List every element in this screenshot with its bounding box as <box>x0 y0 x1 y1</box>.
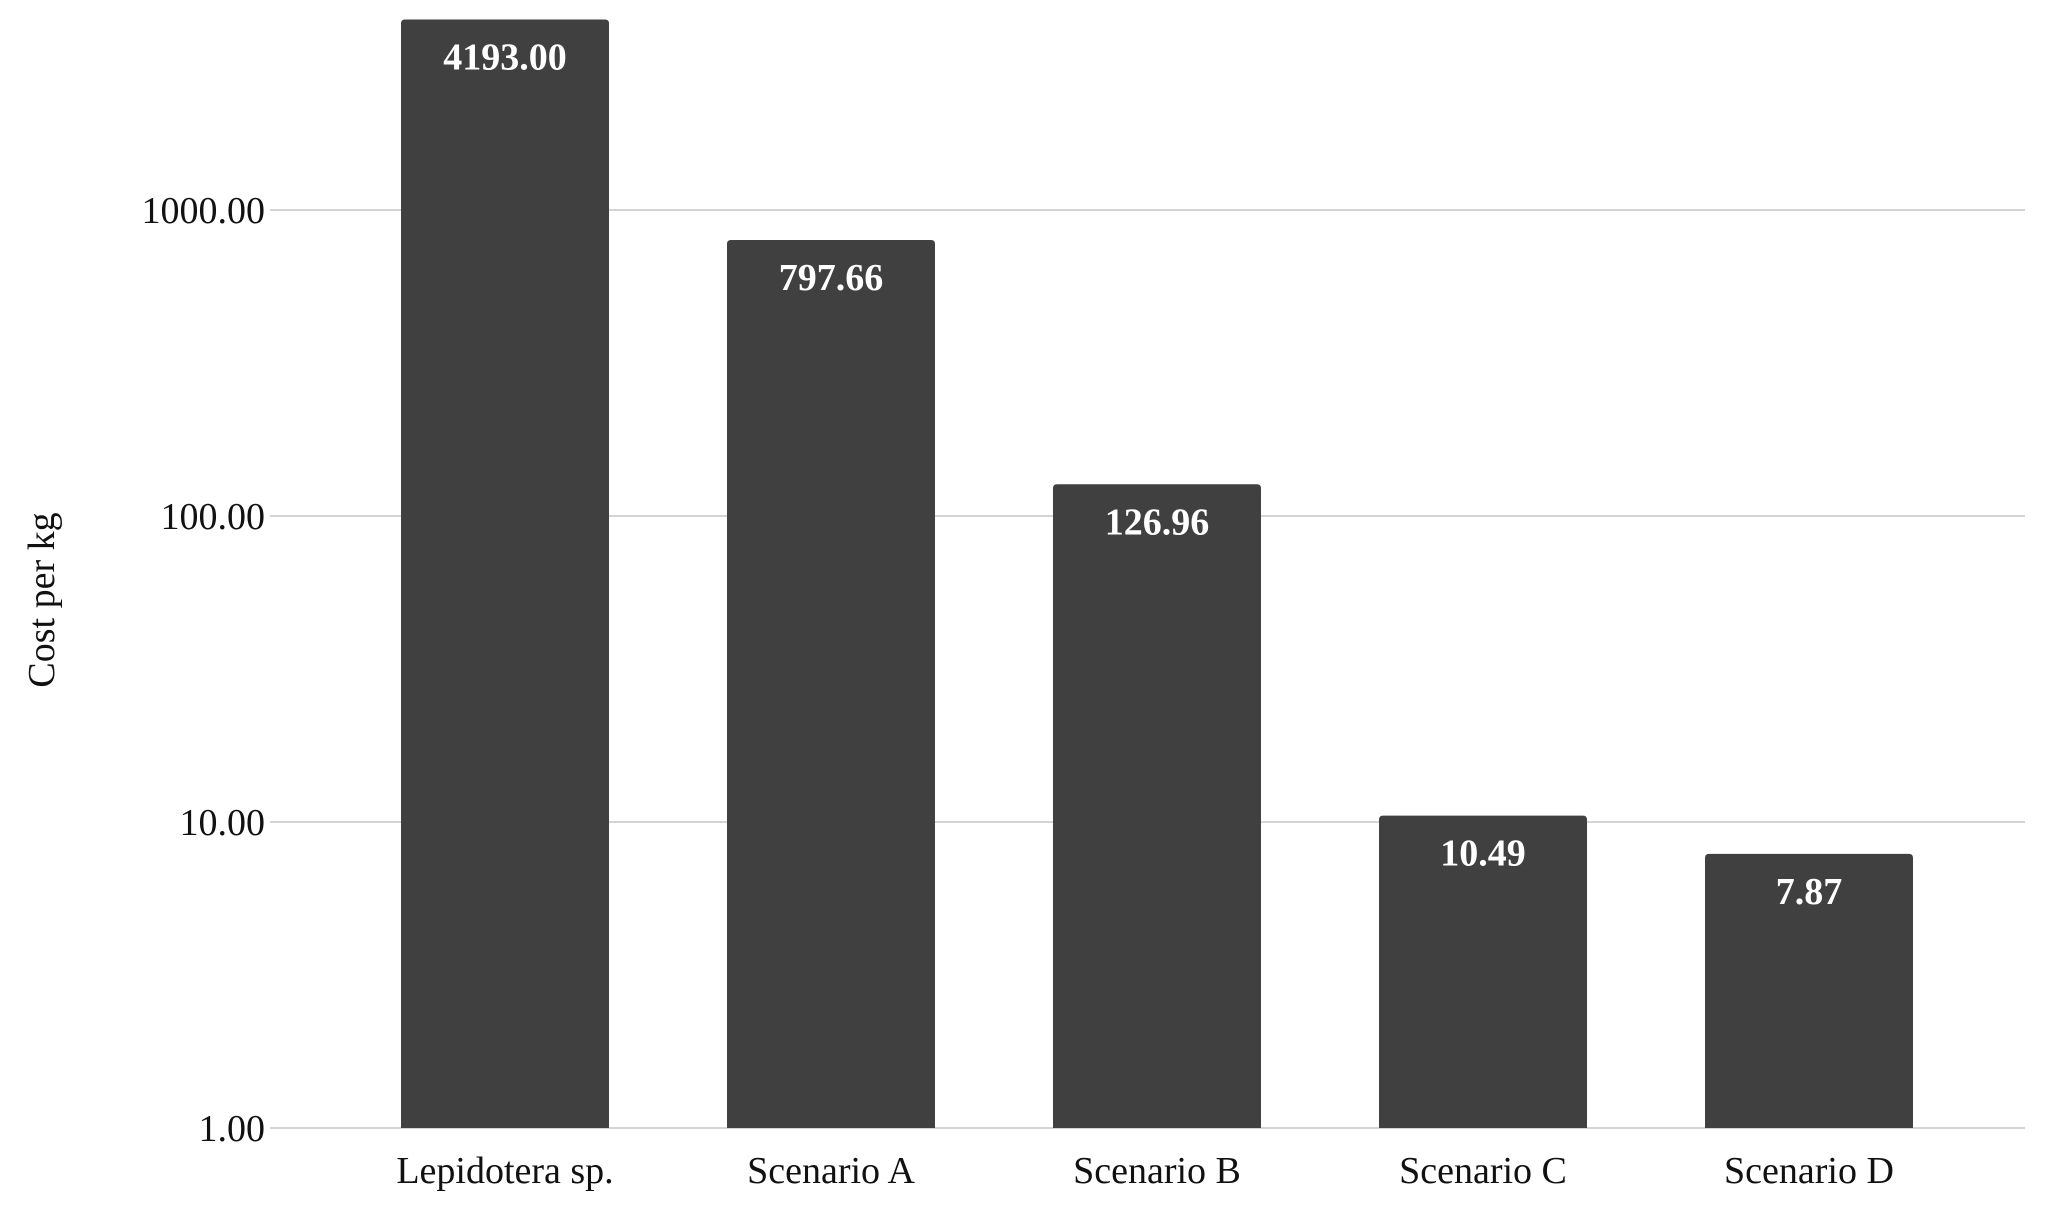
x-tick-label: Lepidotera sp. <box>396 1150 613 1192</box>
bars <box>401 19 1913 1128</box>
bar <box>727 240 935 1128</box>
x-tick-label: Scenario B <box>1073 1150 1241 1192</box>
y-axis-label: Cost per kg <box>21 512 63 688</box>
bar <box>1379 815 1587 1128</box>
x-tick-label: Scenario A <box>747 1150 915 1192</box>
bar <box>401 19 609 1128</box>
data-label: 797.66 <box>779 257 884 299</box>
y-tick-label: 10.00 <box>180 802 266 844</box>
y-tick-label: 100.00 <box>161 496 266 538</box>
y-tick-label: 1000.00 <box>142 190 266 232</box>
data-labels: 4193.00 797.66 126.96 10.49 7.87 <box>443 37 1842 913</box>
x-axis-ticks: Lepidotera sp. Scenario A Scenario B Scenar… <box>396 1150 1894 1192</box>
x-tick-label: Scenario D <box>1724 1150 1894 1192</box>
data-label: 4193.00 <box>443 37 567 79</box>
data-label: 10.49 <box>1440 833 1526 875</box>
data-label: 7.87 <box>1776 871 1843 913</box>
bar <box>1053 484 1261 1128</box>
y-tick-label: 1.00 <box>199 1108 266 1150</box>
data-label: 126.96 <box>1105 501 1210 543</box>
bar <box>1705 853 1913 1128</box>
x-tick-label: Scenario C <box>1399 1150 1567 1192</box>
y-axis-ticks: 1.00 10.00 100.00 1000.00 <box>142 190 266 1150</box>
